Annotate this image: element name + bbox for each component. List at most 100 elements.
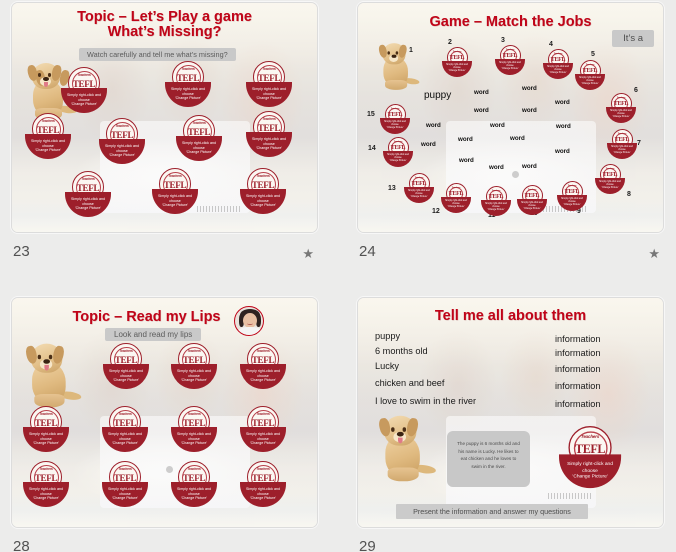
ribbon-line-3: 'Change Picture' xyxy=(180,441,208,446)
picture-placeholder-badge[interactable]: TeachersTEFLfor youSimply right-click an… xyxy=(441,183,471,213)
picture-placeholder-badge[interactable]: TeachersTEFLfor youSimply right-click an… xyxy=(246,61,292,107)
picture-placeholder-badge[interactable]: TeachersTEFLfor youSimply right-click an… xyxy=(559,426,622,489)
slide-meta-28: 28 xyxy=(11,534,318,552)
word-label: word xyxy=(474,107,489,114)
ribbon-line-1: Simply right-click and xyxy=(408,190,430,192)
picture-placeholder-badge[interactable]: TeachersTEFLfor youSimply right-click an… xyxy=(102,461,148,507)
info-item-left-1: puppy xyxy=(375,331,401,341)
ribbon-line-1: Simply right-click and xyxy=(182,141,216,145)
picture-placeholder-badge[interactable]: TeachersTEFLfor youSimply right-click an… xyxy=(557,181,587,211)
ribbon-line-3: 'Change Picture' xyxy=(32,496,60,501)
slide-thumbnail-23[interactable]: Topic – Let’s Play a game What’s Missing… xyxy=(11,2,318,233)
info-item-left-4: chicken and beef xyxy=(375,378,445,388)
item-number-8: 8 xyxy=(627,191,631,198)
picture-placeholder-badge[interactable]: TeachersTEFLfor youSimply right-click an… xyxy=(246,111,292,157)
item-number-4: 4 xyxy=(549,41,553,48)
ribbon-line-2: choose xyxy=(415,192,423,195)
picture-placeholder-badge[interactable]: TeachersTEFLfor youSimply right-click an… xyxy=(99,118,145,164)
ribbon-line-1: Simply right-click and xyxy=(177,487,211,491)
badge-ribbon: Simply right-click and choose 'Change Pict… xyxy=(495,58,525,75)
ribbon-line-3: 'Change Picture' xyxy=(180,496,208,501)
picture-placeholder-badge[interactable]: TeachersTEFLfor youSimply right-click an… xyxy=(240,461,286,507)
ribbon-line-3: 'Change Picture' xyxy=(180,378,208,383)
crest-top-text: Teachers xyxy=(118,466,132,471)
puppy-legs xyxy=(34,394,65,408)
ribbon-line-3: 'Change Picture' xyxy=(447,205,465,208)
picture-placeholder-badge[interactable]: TeachersTEFLfor youSimply right-click an… xyxy=(380,104,410,134)
picture-placeholder-badge[interactable]: TeachersTEFLfor youSimply right-click an… xyxy=(575,60,605,90)
picture-placeholder-badge[interactable]: TeachersTEFLfor youSimply right-click an… xyxy=(543,49,573,79)
crest-top-text: Teachers xyxy=(505,48,515,51)
picture-placeholder-badge[interactable]: TeachersTEFLfor youSimply right-click an… xyxy=(607,129,637,159)
picture-placeholder-badge[interactable]: TeachersTEFLfor youSimply right-click an… xyxy=(171,461,217,507)
picture-placeholder-badge[interactable]: TeachersTEFLfor youSimply right-click an… xyxy=(240,343,286,389)
picture-placeholder-badge[interactable]: TeachersTEFLfor youSimply right-click an… xyxy=(495,45,525,75)
puppy-nose xyxy=(396,431,404,437)
picture-placeholder-badge[interactable]: TeachersTEFLfor youSimply right-click an… xyxy=(23,406,69,452)
picture-placeholder-badge[interactable]: TeachersTEFLfor youSimply right-click an… xyxy=(176,115,222,161)
ribbon-line-2: choose xyxy=(188,373,200,378)
picture-placeholder-badge[interactable]: TeachersTEFLfor youSimply right-click an… xyxy=(240,406,286,452)
ribbon-line-3: 'Change Picture' xyxy=(249,203,277,208)
picture-placeholder-badge[interactable]: TeachersTEFLfor youSimply right-click an… xyxy=(25,113,71,159)
info-item-right-3: information xyxy=(555,364,601,374)
slide-cell-23[interactable]: Topic – Let’s Play a game What’s Missing… xyxy=(11,2,323,278)
picture-placeholder-badge[interactable]: TeachersTEFLfor youSimply right-click an… xyxy=(171,343,217,389)
puppy-snout xyxy=(39,359,53,370)
crest-top-text: Teachers xyxy=(39,411,53,416)
picture-placeholder-badge[interactable]: TeachersTEFLfor youSimply right-click an… xyxy=(442,47,472,77)
picture-placeholder-badge[interactable]: TeachersTEFLfor youSimply right-click an… xyxy=(606,93,636,123)
badge-ribbon: Simply right-click and choose 'Change Pict… xyxy=(606,106,636,123)
crest-top-text: Teachers xyxy=(256,173,270,178)
ribbon-line-1: Simply right-click and xyxy=(567,461,613,467)
crest-main-text: TEFL xyxy=(449,55,465,61)
ribbon-line-2: choose xyxy=(40,491,52,496)
crest-main-text: TEFL xyxy=(390,145,406,151)
picture-placeholder-badge[interactable]: TeachersTEFLfor youSimply right-click an… xyxy=(102,406,148,452)
crest-main-text: TEFL xyxy=(251,180,275,190)
slide-thumbnail-24[interactable]: Game – Match the Jobs It’s a 1 2 3 4 5 6 xyxy=(357,2,664,233)
crest-main-text: TEFL xyxy=(564,189,580,195)
star-icon[interactable]: ★ xyxy=(302,246,314,261)
ribbon-line-1: Simply right-click and xyxy=(599,181,621,183)
picture-placeholder-badge[interactable]: TeachersTEFLfor youSimply right-click an… xyxy=(383,137,413,167)
star-icon[interactable]: ★ xyxy=(648,246,660,261)
crest-main-text: TEFL xyxy=(110,130,134,140)
picture-placeholder-badge[interactable]: TeachersTEFLfor youSimply right-click an… xyxy=(595,164,625,194)
badge-ribbon: Simply right-click and choose 'Change Pict… xyxy=(23,482,69,507)
puppy-snout xyxy=(393,431,407,443)
picture-placeholder-badge[interactable]: TeachersTEFLfor youSimply right-click an… xyxy=(481,186,511,216)
picture-placeholder-badge[interactable]: TeachersTEFLfor youSimply right-click an… xyxy=(517,185,547,215)
picture-placeholder-badge[interactable]: TeachersTEFLfor youSimply right-click an… xyxy=(404,173,434,203)
puppy-eye-left xyxy=(38,73,42,77)
ribbon-line-2: choose xyxy=(120,373,132,378)
instruction-bar-28: Look and read my lips xyxy=(105,328,202,341)
crest-main-text: TEFL xyxy=(114,355,138,365)
ribbon-line-3: 'Change Picture' xyxy=(501,67,519,70)
slide-cell-24[interactable]: Game – Match the Jobs It’s a 1 2 3 4 5 6 xyxy=(357,2,669,278)
crest-top-text: Teachers xyxy=(605,167,615,170)
picture-placeholder-badge[interactable]: TeachersTEFLfor youSimply right-click an… xyxy=(171,406,217,452)
picture-placeholder-badge[interactable]: TeachersTEFLfor youSimply right-click an… xyxy=(61,67,107,113)
teacher-avatar[interactable] xyxy=(234,306,264,336)
picture-placeholder-badge[interactable]: TeachersTEFLfor youSimply right-click an… xyxy=(152,168,198,214)
crest-top-text: Teachers xyxy=(256,466,270,471)
picture-placeholder-badge[interactable]: TeachersTEFLfor youSimply right-click an… xyxy=(165,61,211,107)
slide-thumbnail-29[interactable]: Tell me all about them puppy 6 months ol… xyxy=(357,297,664,528)
picture-placeholder-badge[interactable]: TeachersTEFLfor youSimply right-click an… xyxy=(23,461,69,507)
badge-ribbon: Simply right-click and choose 'Change Pict… xyxy=(557,194,587,211)
slide-title-29: Tell me all about them xyxy=(434,308,587,324)
puppy-answer-word: puppy xyxy=(424,90,452,101)
slide-cell-29[interactable]: Tell me all about them puppy 6 months ol… xyxy=(357,297,669,552)
ribbon-line-2: choose xyxy=(42,143,54,148)
crest-top-text: Teachers xyxy=(181,66,195,71)
crest-main-text: TEFL xyxy=(182,355,206,365)
slide-cell-28[interactable]: Topic – Read my Lips Look and read my li… xyxy=(11,297,323,552)
puppy-image xyxy=(375,410,439,486)
picture-placeholder-badge[interactable]: TeachersTEFLfor youSimply right-click an… xyxy=(103,343,149,389)
picture-placeholder-badge[interactable]: TeachersTEFLfor youSimply right-click an… xyxy=(65,171,111,217)
picture-placeholder-badge[interactable]: TeachersTEFLfor youSimply right-click an… xyxy=(240,168,286,214)
crest-main-text: TEFL xyxy=(411,181,427,187)
puppy-legs xyxy=(387,467,419,482)
slide-thumbnail-28[interactable]: Topic – Read my Lips Look and read my li… xyxy=(11,297,318,528)
